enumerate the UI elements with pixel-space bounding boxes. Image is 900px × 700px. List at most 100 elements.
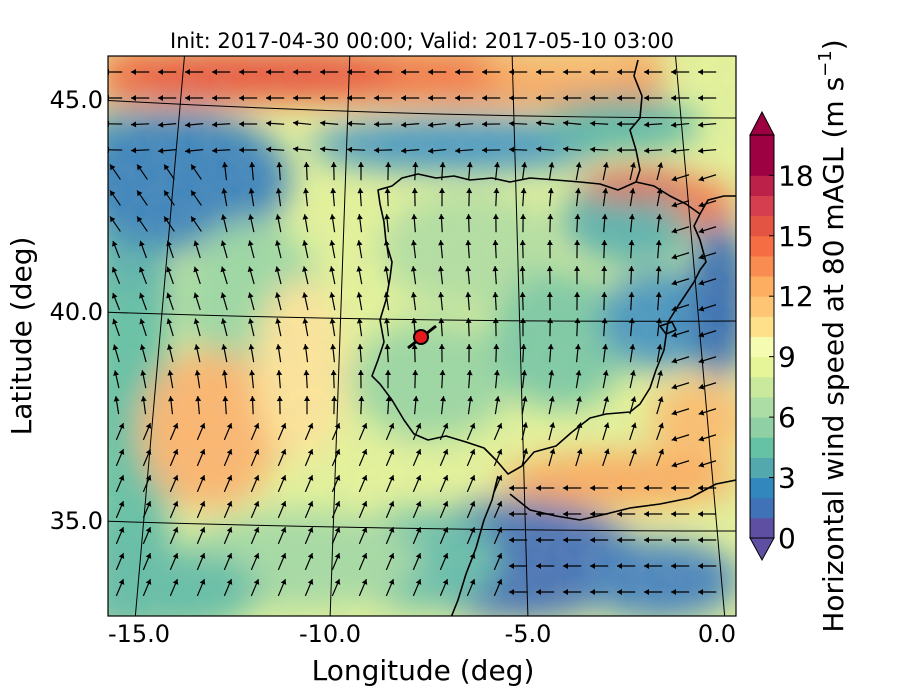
wind-arrow-head bbox=[194, 370, 201, 376]
wind-arrow-head bbox=[644, 511, 649, 517]
wind-arrow-head bbox=[644, 69, 649, 75]
wind-arrow-head bbox=[415, 501, 422, 507]
wind-arrow-head bbox=[469, 475, 476, 481]
wind-arrow-head bbox=[347, 95, 352, 101]
wind-arrow-head bbox=[671, 461, 678, 468]
wind-arrow-head bbox=[334, 553, 341, 559]
wind-arrow-head bbox=[496, 553, 503, 559]
wind-arrow-head bbox=[496, 579, 503, 585]
wind-arrow-head bbox=[110, 190, 116, 197]
wind-arrow-head bbox=[465, 214, 472, 220]
wind-arrow-head bbox=[307, 501, 314, 507]
wind-arrow-head bbox=[496, 527, 503, 533]
wind-arrow-head bbox=[536, 537, 541, 543]
wind-arrow-head bbox=[199, 475, 206, 481]
wind-arrow-head bbox=[194, 344, 201, 350]
wind-arrow-head bbox=[118, 449, 125, 455]
wind-arrow-head bbox=[442, 449, 449, 455]
y-tick-label: 35.0 bbox=[50, 507, 103, 535]
wind-arrow-head bbox=[191, 216, 197, 223]
wind-arrow-head bbox=[253, 579, 260, 585]
wind-arrow-head bbox=[519, 266, 526, 272]
wind-arrow-head bbox=[438, 214, 445, 220]
wind-arrow-head bbox=[118, 553, 125, 559]
wind-arrow-head bbox=[574, 240, 581, 246]
wind-arrow-head bbox=[563, 95, 568, 101]
wind-arrow-head bbox=[199, 527, 206, 533]
wind-arrow-head bbox=[482, 69, 487, 75]
wind-arrow-head bbox=[438, 318, 445, 324]
wind-arrow-head bbox=[302, 214, 309, 220]
wind-arrow-head bbox=[492, 266, 499, 272]
graticule bbox=[108, 56, 736, 616]
wind-arrow-head bbox=[428, 147, 434, 154]
wind-arrow-head bbox=[455, 121, 461, 128]
colorbar-extend-max bbox=[749, 110, 775, 136]
wind-arrow-head bbox=[466, 162, 473, 168]
wind-arrow-head bbox=[519, 240, 526, 246]
wind-arrow-head bbox=[145, 423, 152, 429]
wind-arrow-head bbox=[280, 423, 287, 429]
colorbar-band bbox=[750, 497, 774, 519]
wind-arrow-head bbox=[657, 396, 664, 403]
wind-arrow-head bbox=[547, 188, 554, 194]
lat-line-40 bbox=[108, 311, 736, 322]
colorbar-band bbox=[750, 255, 774, 277]
wind-arrow-head bbox=[617, 121, 623, 128]
wind-arrow-head bbox=[307, 553, 314, 559]
wind-arrow-head bbox=[520, 214, 527, 220]
wind-arrow-head bbox=[630, 396, 637, 403]
colorbar-band bbox=[750, 356, 774, 378]
wind-arrow-head bbox=[334, 527, 341, 533]
wind-arrow-head bbox=[412, 162, 419, 168]
wind-arrow-head bbox=[415, 449, 422, 455]
wind-arrow-head bbox=[307, 423, 314, 429]
wind-arrow-head bbox=[698, 331, 705, 338]
colorbar-band bbox=[750, 457, 774, 479]
wind-arrow-head bbox=[602, 188, 609, 194]
wind-arrow-head bbox=[307, 579, 314, 585]
wind-arrow-head bbox=[657, 162, 664, 169]
wind-arrow-head bbox=[655, 266, 662, 272]
wind-arrow-head bbox=[656, 188, 663, 194]
wind-arrow-head bbox=[118, 579, 125, 585]
wind-arrow-head bbox=[131, 147, 137, 154]
wind-arrow-head bbox=[293, 69, 298, 75]
lon-line-neg10 bbox=[329, 56, 351, 616]
colorbar-tick-label: 15 bbox=[778, 220, 814, 253]
wind-arrow-head bbox=[536, 120, 542, 127]
colorbar-tick-label: 18 bbox=[778, 159, 814, 192]
iberia-coast bbox=[371, 173, 707, 475]
wind-arrow-head bbox=[347, 120, 353, 127]
wind-arrow-head bbox=[212, 69, 217, 75]
wind-arrow-head bbox=[617, 69, 622, 75]
wind-arrow-head bbox=[522, 448, 529, 455]
balearic-island bbox=[659, 321, 677, 335]
wind-arrow-head bbox=[574, 318, 581, 324]
wind-arrow-head bbox=[158, 95, 163, 101]
lon-line-neg15 bbox=[134, 56, 185, 616]
wind-arrow-head bbox=[439, 370, 446, 376]
wind-arrow-head bbox=[388, 423, 395, 429]
colorbar-band bbox=[750, 336, 774, 358]
wind-arrow-head bbox=[590, 120, 596, 127]
colorbar-frame bbox=[749, 134, 775, 539]
wind-arrow-head bbox=[139, 318, 146, 325]
wind-arrow-head bbox=[226, 475, 233, 481]
wind-arrow-head bbox=[334, 423, 341, 429]
wind-arrow-head bbox=[601, 266, 608, 272]
wind-arrow-head bbox=[415, 475, 422, 481]
wind-arrow-head bbox=[509, 146, 515, 153]
wind-arrow-head bbox=[330, 162, 337, 168]
wind-arrow-head bbox=[137, 164, 143, 171]
wind-arrow-head bbox=[415, 527, 422, 533]
wind-arrow-head bbox=[172, 501, 179, 507]
wind-arrow-head bbox=[698, 201, 705, 208]
wind-arrow-head bbox=[131, 121, 137, 128]
x-tick-label: -5.0 bbox=[505, 620, 552, 648]
wind-arrow-head bbox=[671, 175, 678, 182]
colorbar-label: Horizontal wind speed at 80 mAGL (m s−1) bbox=[815, 39, 850, 632]
wind-arrow-head bbox=[698, 461, 705, 468]
wind-arrow-head bbox=[698, 357, 705, 364]
wind-arrow-head bbox=[628, 214, 635, 220]
